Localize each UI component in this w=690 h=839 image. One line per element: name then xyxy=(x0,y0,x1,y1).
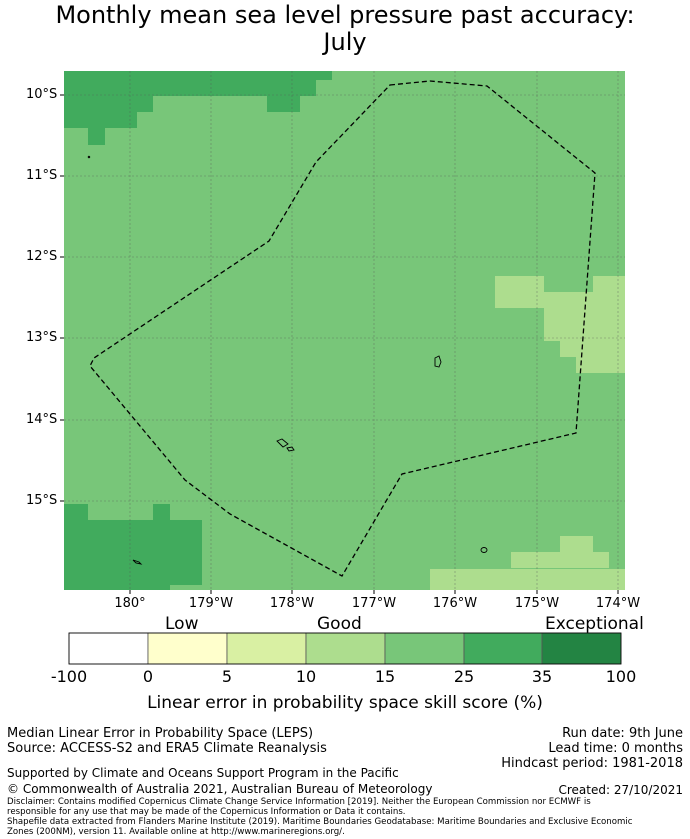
colorbar-tick: 10 xyxy=(295,667,317,686)
hindcast-text: Hindcast period: 1981-2018 xyxy=(501,756,683,771)
created-text: Created: 27/10/2021 xyxy=(558,783,683,797)
gridlines xyxy=(64,71,625,590)
islands xyxy=(87,155,488,565)
lat-label: 13°S xyxy=(26,330,58,345)
colorbar-tick: 25 xyxy=(453,667,475,686)
colorbar-tick: 15 xyxy=(374,667,396,686)
colorbar-segment xyxy=(463,632,543,665)
colorbar-tick: 35 xyxy=(531,667,553,686)
colorbar-segment xyxy=(541,632,622,665)
colorbar-segment xyxy=(384,632,465,665)
lat-label: 12°S xyxy=(26,249,58,264)
skill-score-map xyxy=(60,71,625,665)
lat-label: 14°S xyxy=(26,412,58,427)
category-label-good: Good xyxy=(317,614,362,634)
lat-label: 11°S xyxy=(26,168,58,183)
lon-label: 178°W xyxy=(269,596,315,611)
colorbar-title: Linear error in probability space skill … xyxy=(147,693,543,713)
lon-label: 174°W xyxy=(595,596,641,611)
lon-label: 177°W xyxy=(351,596,397,611)
lon-label: 175°W xyxy=(514,596,560,611)
colorbar-outline xyxy=(68,632,622,665)
colorbar-tick: -100 xyxy=(50,667,88,686)
disclaimer: Disclaimer: Contains modified Copernicus… xyxy=(7,797,683,837)
run-date-text: Run date: 9th June xyxy=(562,726,683,741)
category-label-low: Low xyxy=(165,614,199,634)
island-shape xyxy=(87,155,91,159)
title-line-2: July xyxy=(323,28,367,56)
colorbar-segment xyxy=(68,632,149,665)
map-title: Monthly mean sea level pressure past acc… xyxy=(0,2,690,56)
axis-ticks xyxy=(60,94,619,594)
copyright-text: © Commonwealth of Australia 2021, Austra… xyxy=(7,782,433,796)
title-line-1: Monthly mean sea level pressure past acc… xyxy=(55,1,635,29)
colorbar-tick: 5 xyxy=(221,667,233,686)
lon-label: 179°W xyxy=(188,596,234,611)
colorbar-tick: 0 xyxy=(142,667,154,686)
lighter-skill-cells xyxy=(430,276,625,590)
island-shape xyxy=(132,559,143,565)
disclaimer-line: responsible for any use that may be made… xyxy=(7,807,406,817)
map-background xyxy=(64,71,625,590)
support-text: Supported by Climate and Oceans Support … xyxy=(7,766,399,780)
colorbar-tick: 100 xyxy=(605,667,637,686)
eez-boundary xyxy=(89,80,596,577)
source-text: Source: ACCESS-S2 and ERA5 Climate Reana… xyxy=(7,741,327,756)
disclaimer-line: Disclaimer: Contains modified Copernicus… xyxy=(7,797,591,807)
disclaimer-line: Shapefile data extracted from Flanders M… xyxy=(7,817,633,827)
colorbar-segment xyxy=(305,632,386,665)
island-shape xyxy=(480,547,488,553)
island-shape xyxy=(286,446,295,452)
method-text: Median Linear Error in Probability Space… xyxy=(7,726,314,741)
island-shape xyxy=(434,355,442,368)
lat-label: 15°S xyxy=(26,493,58,508)
island-shape xyxy=(276,438,289,448)
lon-label: 180° xyxy=(114,596,146,611)
lon-label: 176°W xyxy=(432,596,478,611)
disclaimer-line: Zones (200NM), version 11. Available onl… xyxy=(7,827,345,837)
colorbar xyxy=(68,632,622,665)
lead-time-text: Lead time: 0 months xyxy=(548,741,683,756)
lat-label: 10°S xyxy=(26,87,58,102)
colorbar-segment xyxy=(147,632,228,665)
colorbar-segment xyxy=(226,632,307,665)
category-label-exceptional: Exceptional xyxy=(545,614,644,634)
